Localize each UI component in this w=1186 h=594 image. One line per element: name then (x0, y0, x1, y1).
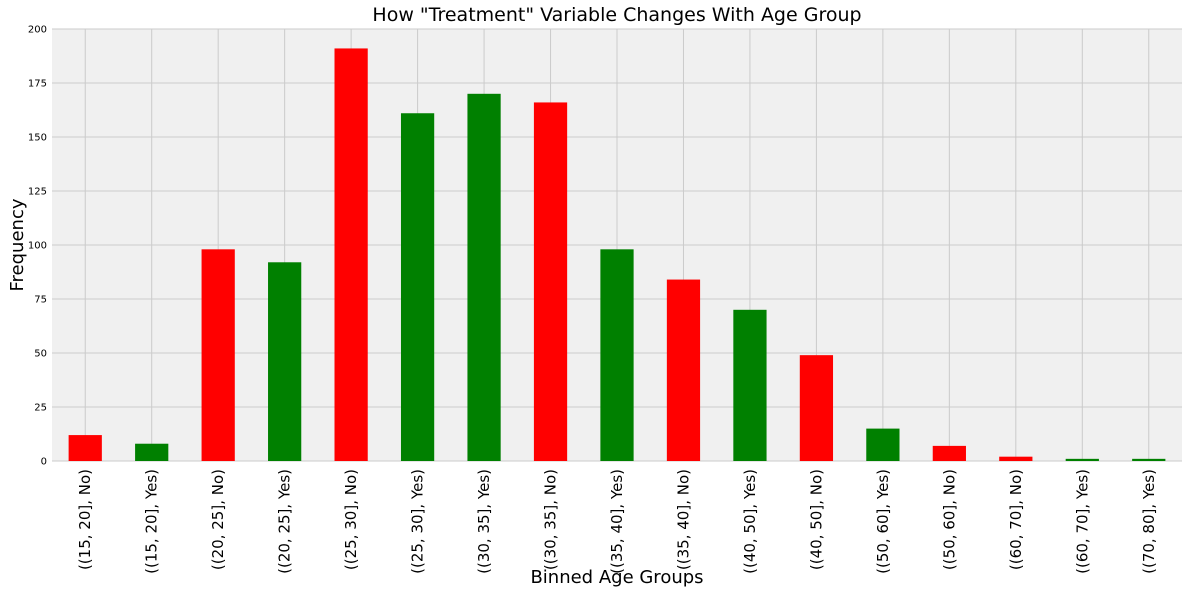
x-tick-label: ((35, 40], No) (674, 469, 692, 570)
x-tick-label: ((20, 25], Yes) (276, 469, 294, 574)
bar (533, 102, 568, 461)
x-tick-label: ((60, 70], No) (1007, 469, 1025, 570)
x-tick-label: ((35, 40], Yes) (608, 469, 626, 574)
x-tick-label: ((40, 50], Yes) (741, 469, 759, 574)
y-tick-label: 175 (28, 79, 47, 90)
bar (68, 435, 102, 461)
x-tick-label: ((50, 60], No) (940, 469, 958, 570)
bar (733, 309, 767, 461)
bar (1065, 458, 1099, 461)
bar (268, 262, 302, 461)
x-tick-label: ((25, 30], Yes) (409, 469, 427, 574)
x-tick-label: ((50, 60], Yes) (874, 469, 892, 574)
x-tick-label: ((70, 80], Yes) (1140, 469, 1158, 574)
bar (799, 355, 834, 461)
x-axis-label: Binned Age Groups (530, 567, 703, 588)
y-tick-label: 0 (41, 457, 47, 468)
bar (1132, 458, 1166, 461)
x-tick-label: ((30, 35], Yes) (475, 469, 493, 574)
x-tick-labels: ((15, 20], No) ((15, 20], Yes) ((20, 25], … (76, 469, 1158, 574)
y-tick-label: 75 (34, 295, 47, 306)
bar (400, 113, 435, 462)
y-tick-label: 50 (34, 349, 47, 360)
chart-title: How "Treatment" Variable Changes With Ag… (372, 4, 861, 26)
bar (334, 48, 368, 461)
bar (666, 279, 701, 461)
y-tick-label: 25 (34, 403, 47, 414)
x-tick-label: ((40, 50], No) (807, 469, 825, 570)
bar (201, 249, 235, 461)
y-axis-label: Frequency (7, 198, 28, 291)
bar (932, 445, 966, 461)
x-tick-label: ((20, 25], No) (209, 469, 227, 570)
y-tick-label: 150 (28, 133, 47, 144)
y-tick-label: 200 (28, 25, 47, 36)
x-tick-label: ((15, 20], Yes) (143, 469, 161, 574)
x-tick-label: ((15, 20], No) (76, 469, 94, 570)
y-tick-labels: 0 25 50 75 100 125 150 175 200 (28, 25, 47, 468)
bar (467, 93, 501, 462)
y-tick-label: 125 (28, 187, 47, 198)
x-tick-label: ((60, 70], Yes) (1073, 469, 1091, 574)
bars (68, 48, 1166, 462)
x-tick-label: ((25, 30], No) (342, 469, 360, 570)
y-tick-label: 100 (28, 241, 47, 252)
bar (999, 456, 1033, 461)
x-tick-label: ((30, 35], No) (542, 469, 560, 570)
bar (866, 428, 900, 461)
bar (135, 443, 169, 461)
bar (600, 249, 634, 461)
